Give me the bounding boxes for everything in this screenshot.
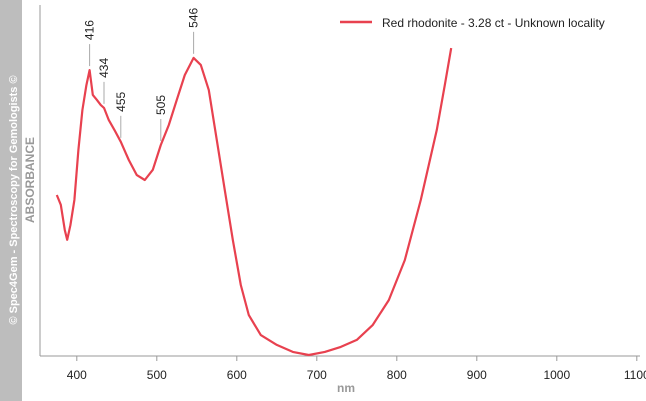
x-tick-label: 400 [67,368,87,382]
x-tick-label: 600 [227,368,247,382]
watermark-strip [0,0,22,401]
x-axis-label: nm [337,381,355,395]
x-tick-label: 500 [147,368,167,382]
y-axis-label: ABSORBANCE [23,137,37,223]
x-tick-label: 800 [387,368,407,382]
peak-label: 505 [154,95,168,115]
x-tick-label: 700 [307,368,327,382]
peak-label: 455 [114,92,128,112]
watermark: © Spec4Gem - Spectroscopy for Gemologist… [8,75,20,324]
x-tick-label: 1000 [543,368,570,382]
x-tick-label: 1100 [624,368,646,382]
spectrum-line [55,47,453,357]
peak-label: 416 [83,20,97,40]
legend-label: Red rhodonite - 3.28 ct - Unknown locali… [382,16,605,30]
peak-label: 434 [97,58,111,78]
peak-label: 546 [187,8,201,28]
x-tick-label: 900 [467,368,487,382]
